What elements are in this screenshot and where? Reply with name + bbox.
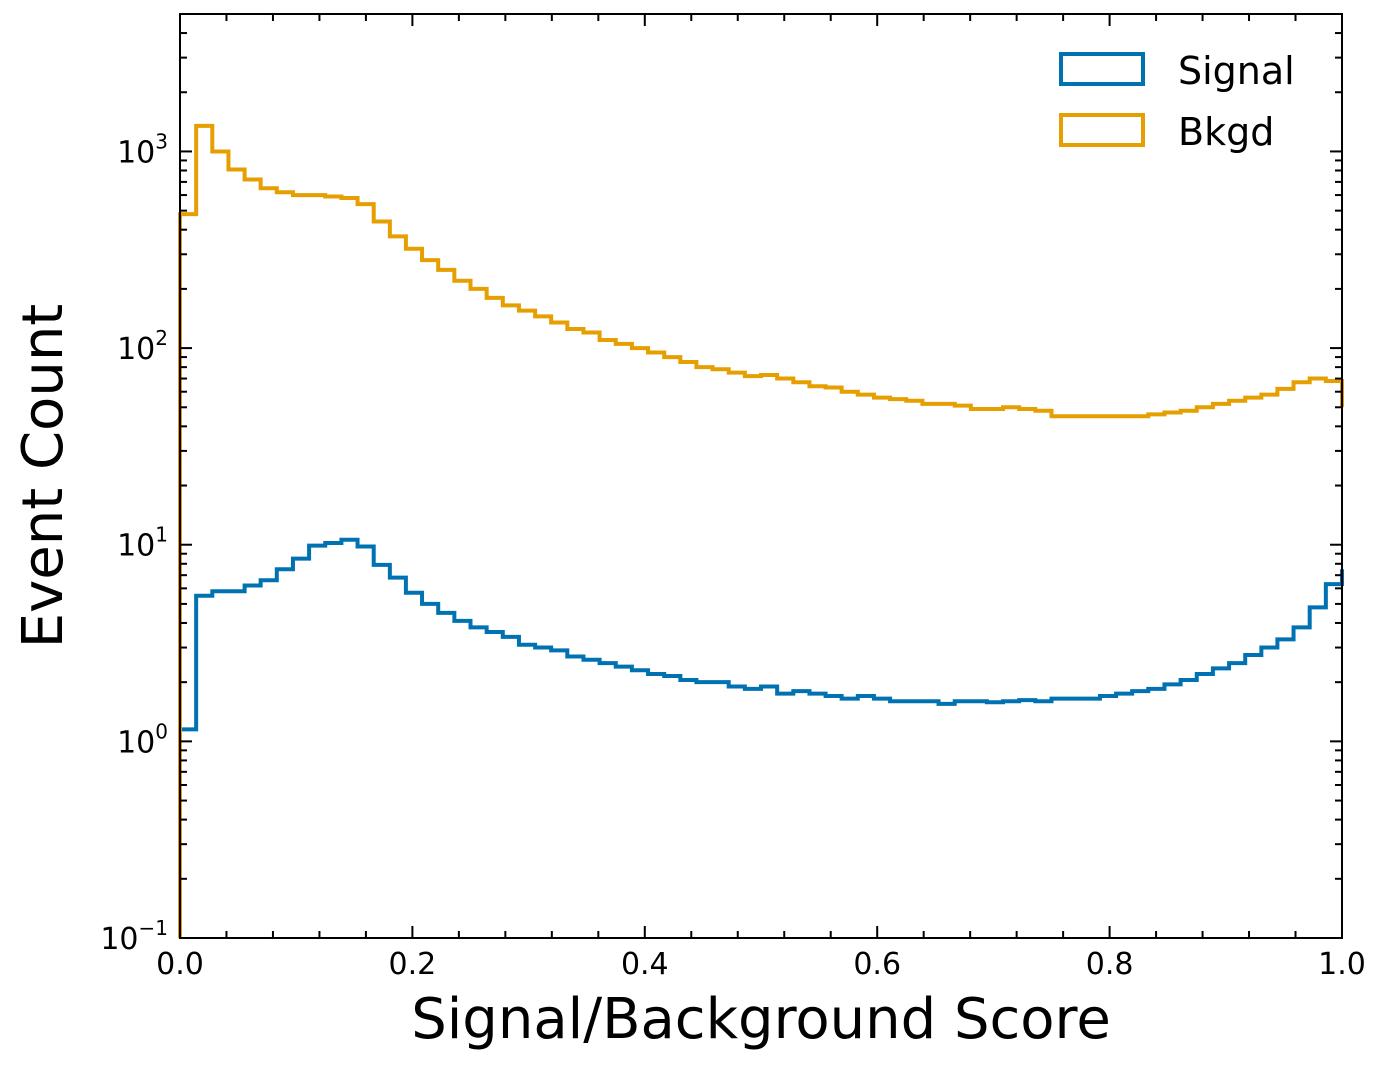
y-tick-labels: 10−1 100 101 102 103 (100, 129, 168, 957)
legend-label-signal: Signal (1178, 49, 1295, 93)
y-tick-label: 103 (117, 129, 168, 170)
x-tick-label: 0.4 (621, 947, 669, 982)
series-layer (178, 123, 1344, 938)
y-tick-label: 101 (117, 523, 168, 564)
x-tick-label: 0.8 (1086, 947, 1134, 982)
x-tick-labels: 0.0 0.2 0.4 0.6 0.8 1.0 (156, 947, 1366, 982)
legend-label-bkgd: Bkgd (1178, 110, 1274, 154)
legend-swatch-signal (1059, 52, 1145, 86)
series-line-signal (178, 537, 1344, 938)
y-tick-label: 100 (117, 719, 168, 760)
x-tick-label: 1.0 (1318, 947, 1366, 982)
legend: Signal Bkgd (1059, 49, 1295, 154)
y-axis-title: Event Count (11, 304, 76, 649)
ticks-layer (179, 13, 1343, 939)
x-axis-title: Signal/Background Score (411, 987, 1111, 1052)
plot-frame (179, 13, 1343, 939)
y-tick-label: 102 (117, 326, 168, 367)
legend-swatch-bkgd (1059, 113, 1145, 147)
x-tick-label: 0.0 (156, 947, 204, 982)
y-tick-label: 10−1 (100, 916, 168, 957)
x-tick-label: 0.6 (853, 947, 901, 982)
x-tick-label: 0.2 (389, 947, 437, 982)
series-line-bkgd (178, 123, 1344, 938)
